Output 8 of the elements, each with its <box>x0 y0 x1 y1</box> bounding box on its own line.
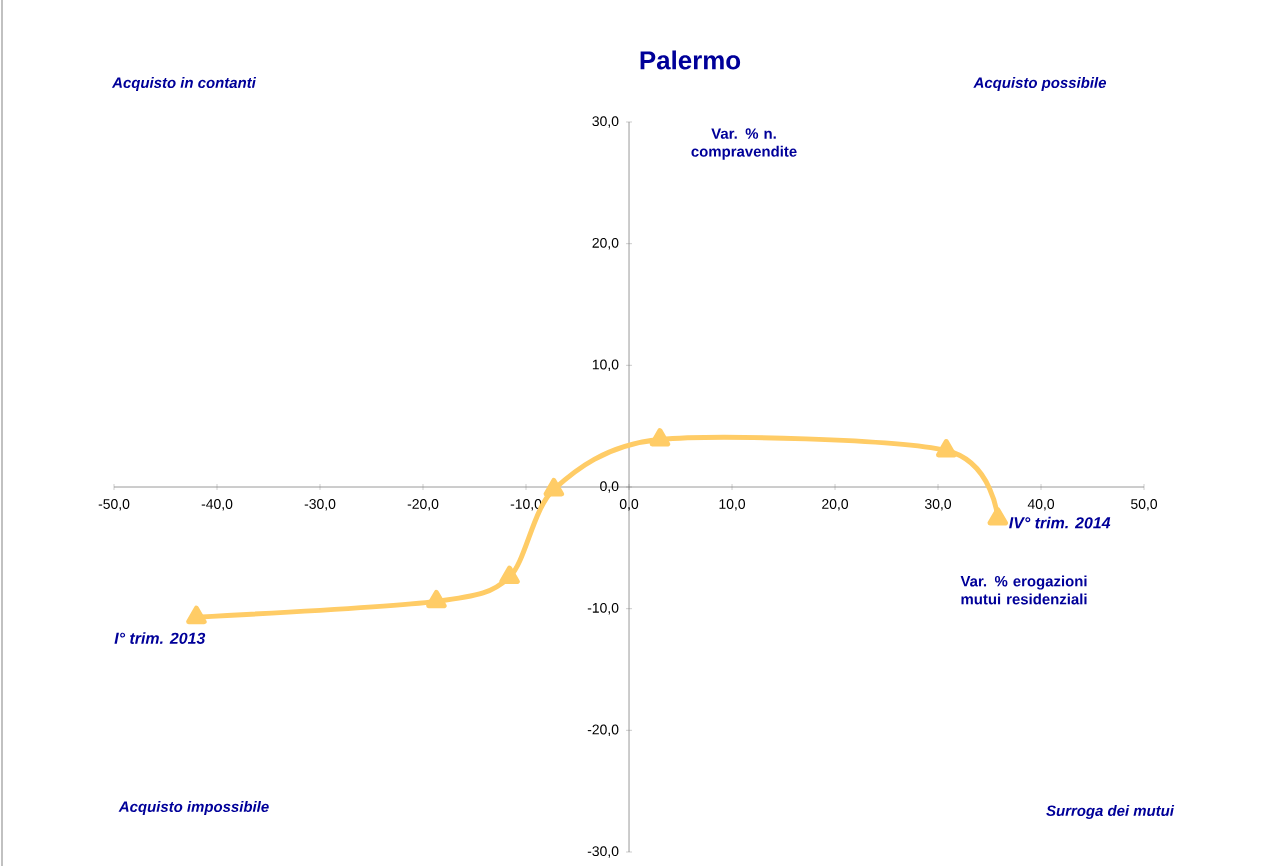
point <box>426 589 447 609</box>
point <box>543 477 565 497</box>
point <box>987 507 1009 526</box>
point <box>649 428 671 447</box>
point <box>186 605 207 625</box>
chart-title: Palermo <box>640 50 741 70</box>
point <box>936 439 957 458</box>
point <box>499 565 520 585</box>
